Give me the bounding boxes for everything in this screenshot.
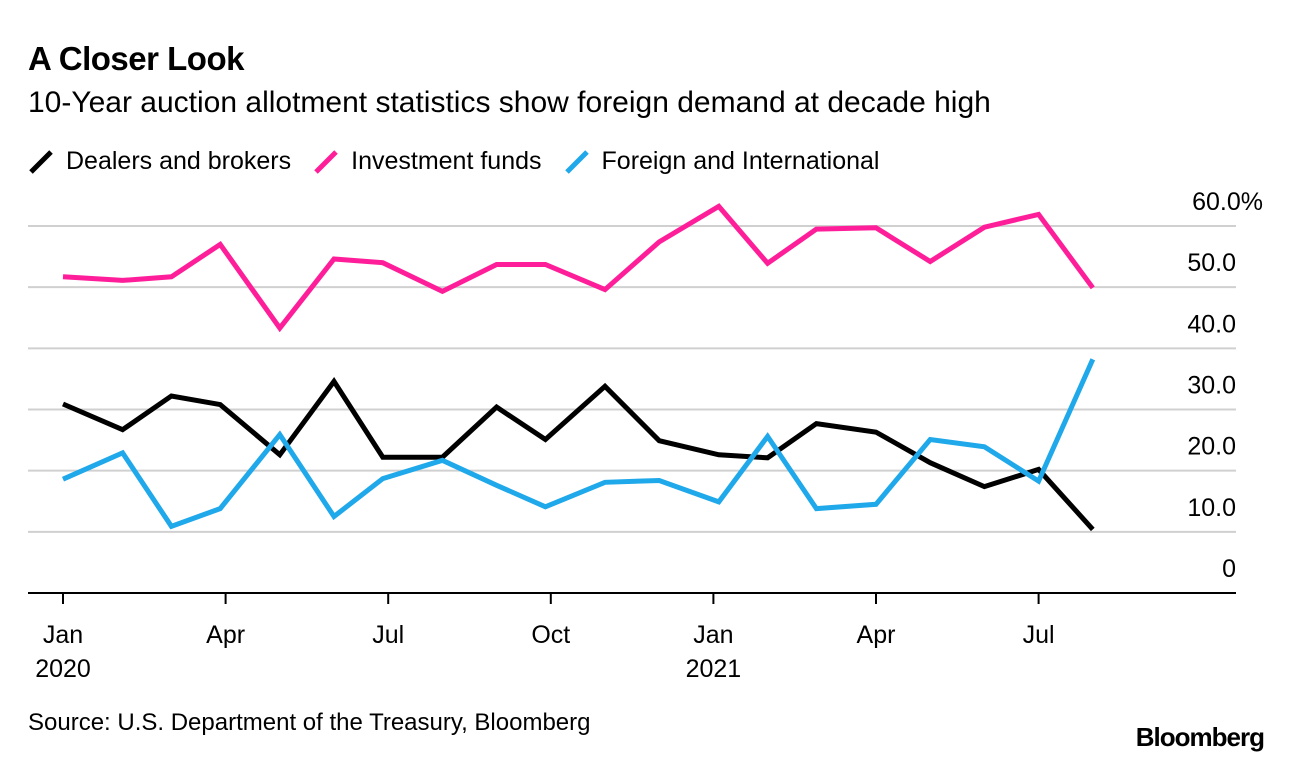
- source-note: Source: U.S. Department of the Treasury,…: [28, 709, 591, 736]
- legend-item-foreign: Foreign and International: [564, 147, 880, 176]
- data-point-foreign-10: [603, 480, 608, 485]
- data-point-foreign-8: [494, 483, 499, 488]
- data-point-investment-funds-12: [716, 204, 721, 209]
- data-point-dealers-15: [874, 430, 879, 435]
- y-tick-label-60: 60.0%: [1192, 188, 1263, 216]
- y-tick-label-50: 50.0: [1187, 249, 1236, 277]
- data-point-foreign-18: [1036, 479, 1041, 484]
- data-point-investment-funds-14: [814, 227, 819, 232]
- data-point-investment-funds-16: [928, 259, 933, 264]
- y-tick-label-20: 20.0: [1187, 433, 1236, 461]
- data-point-foreign-14: [814, 506, 819, 511]
- legend-item-dealers: Dealers and brokers: [28, 147, 291, 176]
- y-tick-label-40: 40.0: [1187, 310, 1236, 338]
- data-point-investment-funds-0: [61, 274, 66, 279]
- data-point-investment-funds-18: [1036, 212, 1041, 217]
- data-point-foreign-1: [120, 450, 125, 455]
- data-point-foreign-7: [440, 458, 445, 463]
- data-point-investment-funds-2: [169, 274, 174, 279]
- data-point-foreign-11: [657, 478, 662, 483]
- series-line-foreign: [61, 358, 1096, 530]
- data-point-foreign-13: [765, 434, 770, 439]
- data-point-investment-funds-7: [440, 289, 445, 294]
- legend-swatch-investment-funds: [314, 149, 338, 174]
- x-tick-sublabel-0: 2020: [35, 655, 91, 683]
- data-point-foreign-0: [61, 477, 66, 482]
- data-point-investment-funds-17: [982, 225, 987, 230]
- data-point-investment-funds-9: [543, 262, 548, 267]
- data-point-dealers-17: [982, 484, 987, 489]
- legend-swatch-line-investment-funds: [314, 149, 338, 174]
- series-line-dealers: [62, 377, 1095, 532]
- legend-swatch-line-foreign: [564, 149, 589, 174]
- chart-title: A Closer Look: [28, 40, 244, 77]
- x-tick-label-1: Apr: [206, 621, 245, 649]
- x-tick-label-5: Apr: [857, 621, 896, 649]
- data-point-dealers-14: [814, 421, 819, 426]
- data-point-investment-funds-1: [120, 278, 125, 283]
- data-point-dealers-3: [218, 402, 223, 407]
- data-point-dealers-5: [332, 379, 337, 384]
- bloomberg-logo: Bloomberg: [1135, 722, 1265, 752]
- y-tick-label-0: 0: [1222, 555, 1236, 583]
- data-point-dealers-11: [657, 438, 662, 443]
- data-point-investment-funds-13: [765, 261, 770, 266]
- data-point-foreign-9: [543, 504, 548, 509]
- data-point-foreign-19: [1090, 357, 1095, 362]
- data-point-foreign-5: [332, 514, 337, 519]
- data-point-foreign-3: [218, 506, 223, 511]
- data-point-investment-funds-19: [1090, 285, 1095, 290]
- y-tick-label-10: 10.0: [1187, 494, 1236, 522]
- data-point-dealers-9: [543, 437, 548, 442]
- data-point-foreign-4: [277, 432, 282, 437]
- legend-swatch-line-dealers: [29, 149, 53, 174]
- x-tick-label-3: Oct: [531, 621, 570, 649]
- data-point-dealers-12: [716, 452, 721, 457]
- data-point-investment-funds-8: [494, 262, 499, 267]
- data-point-investment-funds-3: [218, 242, 223, 247]
- x-tick-label-0: Jan: [43, 621, 83, 649]
- data-point-dealers-4: [277, 452, 282, 457]
- x-tick-label-2: Jul: [372, 621, 404, 649]
- data-point-dealers-2: [169, 394, 174, 399]
- x-tick-label-6: Jul: [1023, 621, 1055, 649]
- data-point-investment-funds-6: [380, 260, 385, 265]
- data-point-foreign-15: [874, 502, 879, 507]
- data-point-dealers-6: [380, 455, 385, 460]
- x-tick-sublabel-4: 2021: [686, 655, 742, 683]
- series-line-investment-funds: [62, 203, 1095, 333]
- data-point-investment-funds-11: [657, 239, 662, 244]
- legend-label-investment-funds: Investment funds: [351, 147, 542, 175]
- legend: Dealers and brokers Investment funds For…: [28, 147, 901, 176]
- data-point-dealers-13: [765, 455, 770, 460]
- data-point-foreign-2: [169, 524, 174, 529]
- legend-label-foreign: Foreign and International: [601, 147, 880, 175]
- data-point-foreign-6: [380, 476, 385, 481]
- data-point-foreign-17: [982, 444, 987, 449]
- data-point-dealers-1: [120, 427, 125, 432]
- data-point-dealers-10: [603, 384, 608, 389]
- data-point-investment-funds-10: [603, 287, 608, 292]
- chart-subtitle: 10-Year auction allotment statistics sho…: [28, 86, 991, 119]
- data-point-dealers-0: [61, 401, 66, 406]
- legend-swatch-foreign: [564, 149, 589, 174]
- legend-label-dealers: Dealers and brokers: [66, 147, 292, 175]
- data-point-investment-funds-5: [332, 257, 337, 262]
- data-point-dealers-19: [1090, 527, 1095, 532]
- data-point-foreign-12: [716, 499, 721, 504]
- data-point-dealers-16: [928, 460, 933, 465]
- data-point-dealers-8: [494, 405, 499, 410]
- data-point-foreign-16: [928, 437, 933, 442]
- legend-swatch-dealers: [29, 149, 53, 174]
- legend-item-investment-funds: Investment funds: [313, 147, 542, 176]
- data-point-investment-funds-4: [277, 326, 282, 331]
- y-tick-label-30: 30.0: [1187, 372, 1236, 400]
- x-tick-label-4: Jan: [693, 621, 733, 649]
- data-point-investment-funds-15: [874, 225, 879, 230]
